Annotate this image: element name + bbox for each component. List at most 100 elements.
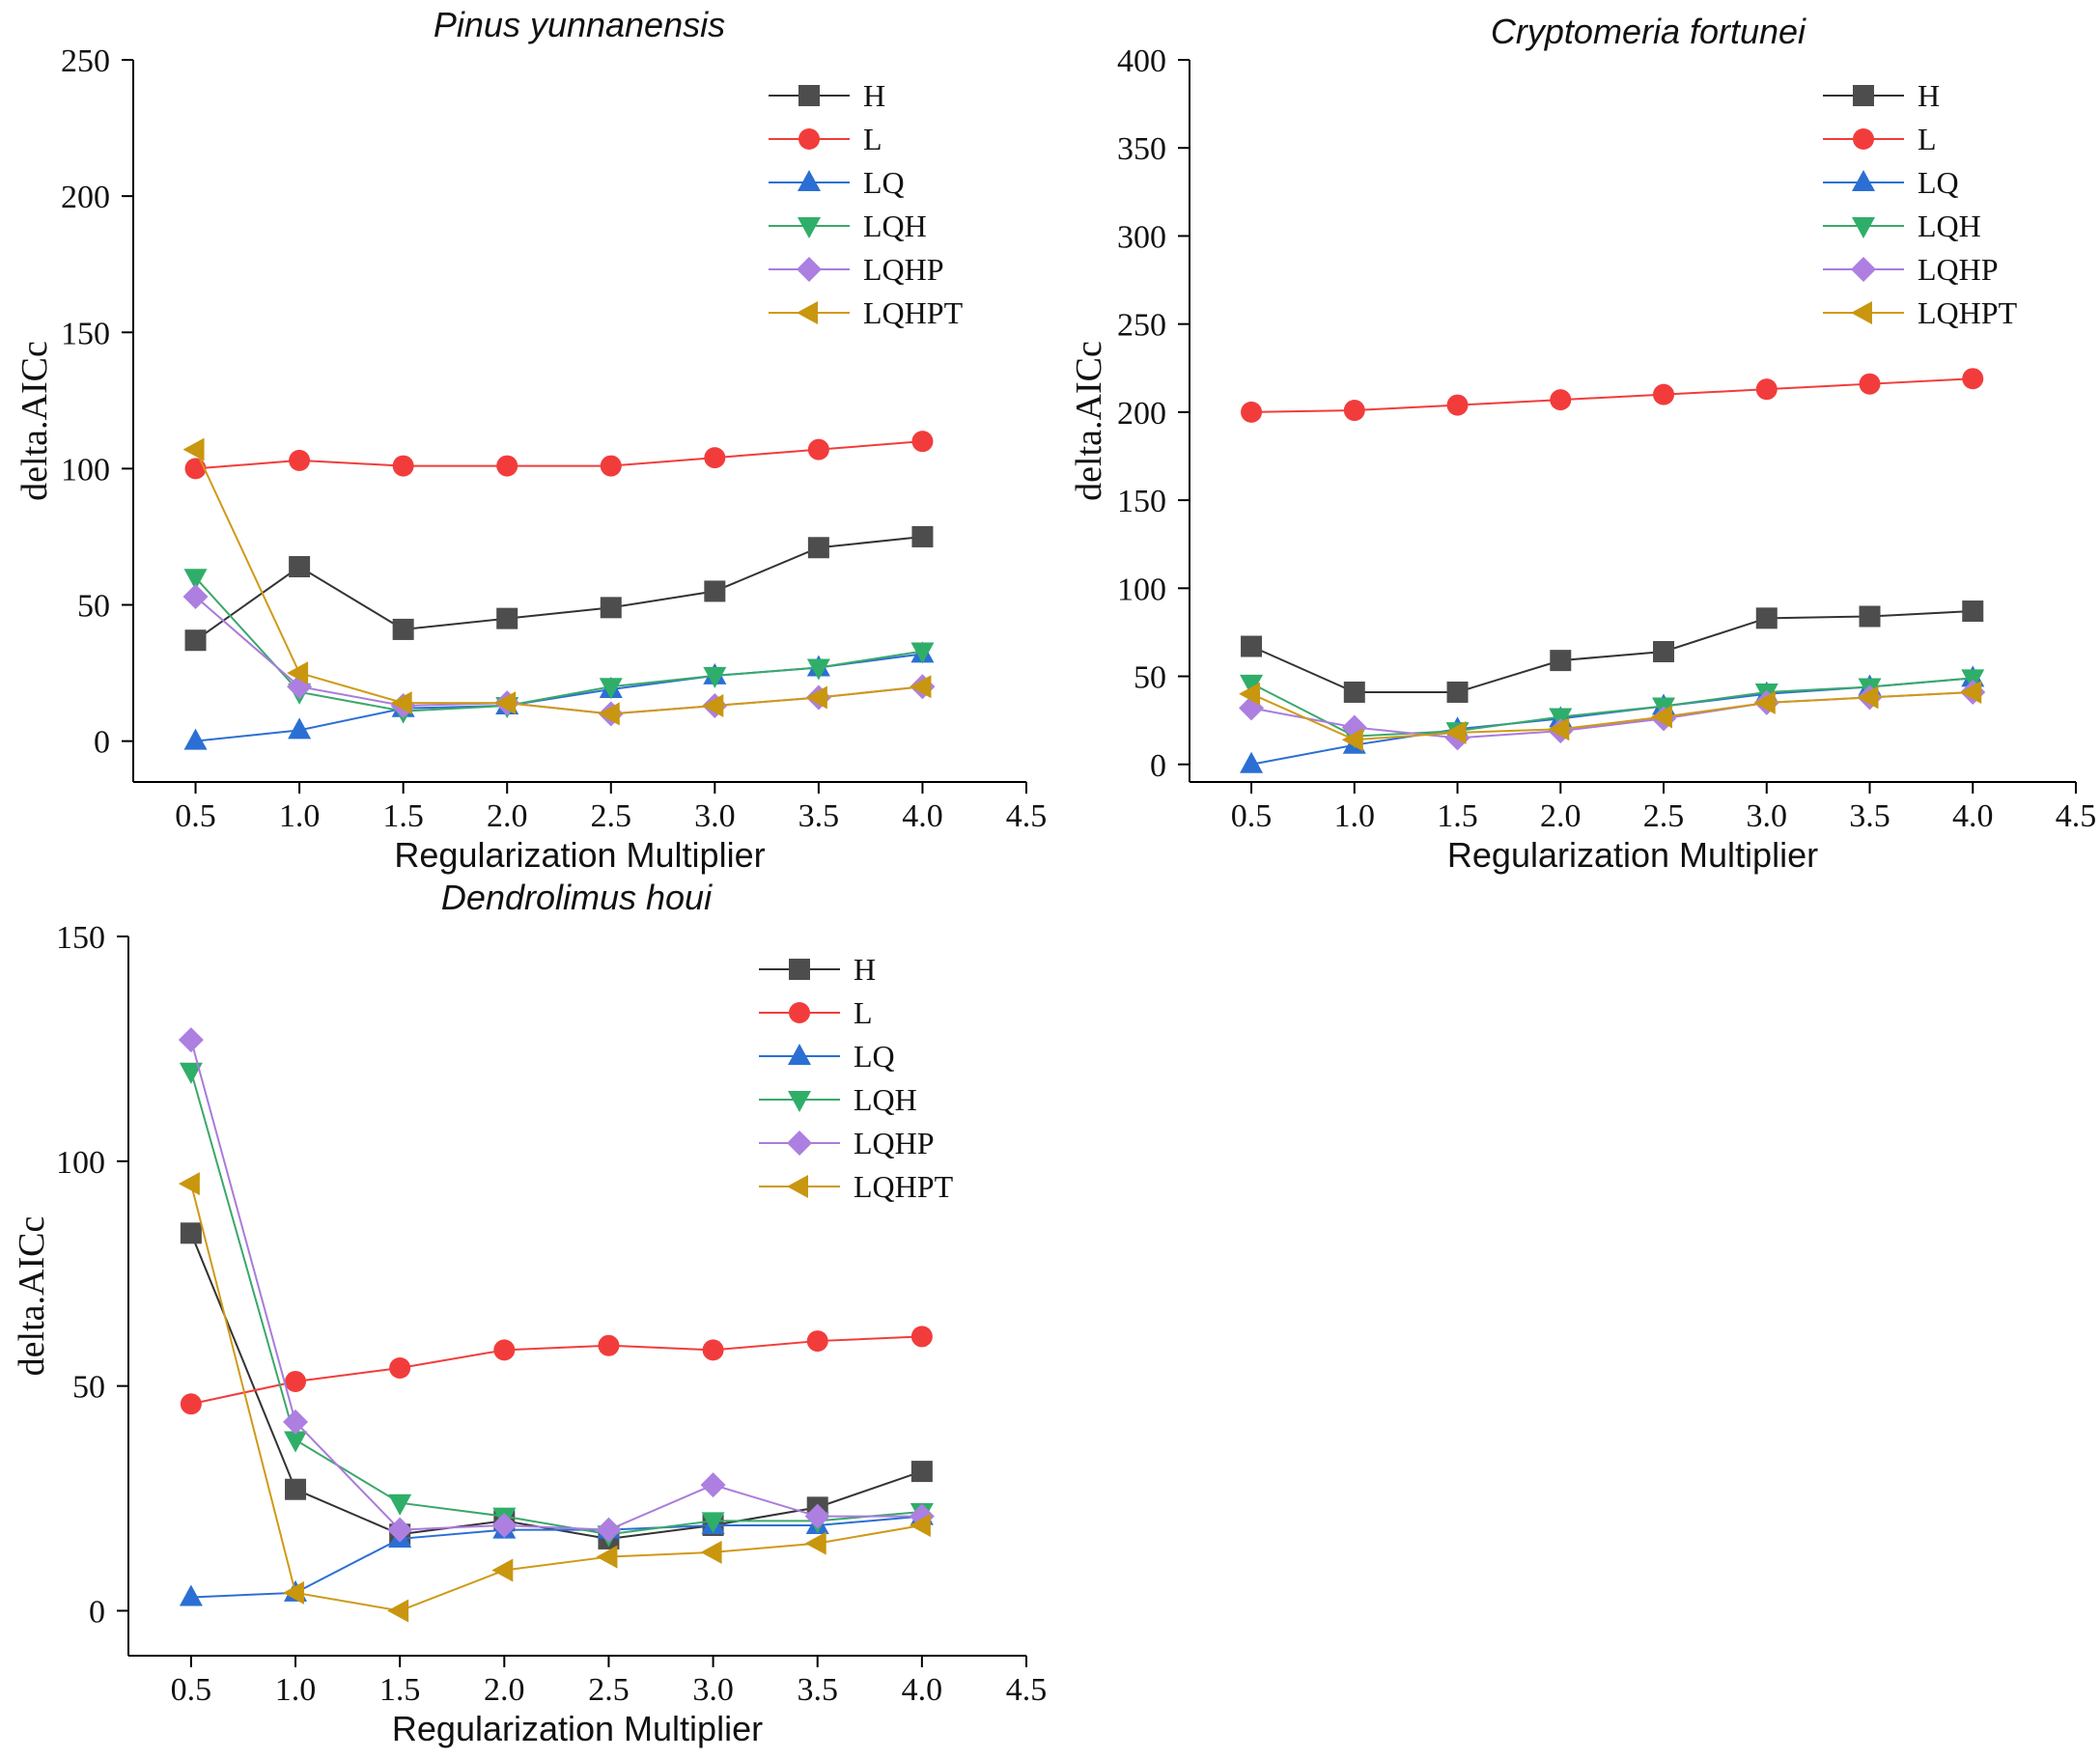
y-tick-label: 150 <box>56 920 105 956</box>
data-point-l <box>1550 389 1572 411</box>
data-point-lqhpt <box>1960 680 1982 704</box>
data-point-h <box>496 607 518 629</box>
series-l <box>1241 368 1984 423</box>
data-point-h <box>911 525 934 547</box>
data-point-l <box>1446 394 1469 416</box>
legend-label: LQHP <box>863 252 944 287</box>
data-point-l <box>702 1339 724 1361</box>
y-tick-label: 50 <box>1134 660 1166 696</box>
data-point-lqhpt <box>1341 728 1363 752</box>
data-point-lqh <box>179 1062 203 1084</box>
series-lqhpt <box>1239 680 1982 752</box>
data-point-l <box>598 1334 620 1356</box>
legend-marker <box>798 170 821 191</box>
legend-marker <box>787 1131 812 1156</box>
panel-pinus-yunnanensis: 0.5 1.0 1.5 2.0 2.5 3.0 3.5 4.0 4.5 0 50 100 150 200 2… <box>14 5 1047 875</box>
x-axis-label: Regularization Multiplier <box>1447 835 1818 875</box>
y-axis-label: delta.AICc <box>1069 341 1109 501</box>
data-point-lqhpt <box>494 691 517 715</box>
data-point-lqh <box>703 666 727 688</box>
y-tick-label: 400 <box>1117 43 1166 79</box>
x-tick-label: 2.5 <box>588 1672 630 1708</box>
x-axis-label: Regularization Multiplier <box>392 1709 763 1748</box>
data-point-h <box>184 629 207 652</box>
legend-item-h: H <box>769 78 885 113</box>
x-tick-label: 1.5 <box>379 1672 421 1708</box>
series-lqhpt <box>178 1172 931 1623</box>
data-point-l <box>807 438 829 461</box>
data-point-lqhp <box>182 584 209 610</box>
data-point-lqh <box>806 658 830 681</box>
y-tick-label: 300 <box>1117 219 1166 255</box>
series-l <box>180 1326 933 1415</box>
legend-item-lqhp: LQHP <box>769 252 944 287</box>
legend-item-lq: LQ <box>769 165 905 200</box>
data-point-lqhpt <box>287 661 309 685</box>
series-lqhp <box>178 1027 935 1543</box>
data-point-lqhp <box>283 1409 309 1435</box>
data-point-h <box>704 580 726 602</box>
legend: HL LQ LQH LQHP LQHPT <box>1823 78 2018 330</box>
legend-item-lq: LQ <box>759 1039 895 1074</box>
legend-label: LQ <box>863 165 905 200</box>
x-tick-label: 4.5 <box>2056 798 2097 834</box>
legend-label: H <box>863 78 885 113</box>
x-tick-label: 4.0 <box>1952 798 1994 834</box>
legend-marker <box>1851 257 1876 282</box>
data-point-lqhpt <box>1548 717 1570 741</box>
data-point-h <box>1755 607 1778 629</box>
data-point-h <box>910 1461 933 1483</box>
x-axis-label: Regularization Multiplier <box>394 835 765 875</box>
data-point-l <box>1343 400 1365 422</box>
legend-item-l: L <box>759 995 873 1030</box>
data-point-l <box>180 1393 202 1415</box>
x-tick-label: 3.0 <box>1747 798 1788 834</box>
y-tick-label: 100 <box>1117 572 1166 607</box>
legend-item-h: H <box>1823 78 1940 113</box>
legend-marker <box>787 1175 808 1198</box>
x-tick-label: 2.0 <box>487 798 528 834</box>
legend-marker <box>797 257 822 282</box>
data-point-l <box>1241 401 1263 423</box>
data-point-l <box>493 1339 516 1361</box>
data-point-lqhp <box>700 1472 726 1498</box>
data-point-lqhpt <box>1239 682 1261 706</box>
x-tick-label: 4.5 <box>1006 798 1048 834</box>
data-point-lqh <box>910 642 935 664</box>
y-axis-label: delta.AICc <box>12 1216 52 1377</box>
legend-marker <box>798 217 821 238</box>
series-line-l <box>1251 377 1974 413</box>
data-point-lqhp <box>178 1027 204 1053</box>
x-tick-label: 4.5 <box>1006 1672 1048 1708</box>
data-point-l <box>1962 368 1984 390</box>
data-point-lq <box>288 717 312 740</box>
data-point-lqhpt <box>1857 685 1879 710</box>
legend-marker <box>798 85 820 106</box>
data-point-lqh <box>1240 674 1264 696</box>
data-point-l <box>389 1357 411 1379</box>
y-tick-label: 0 <box>94 725 110 761</box>
legend-label: LQHPT <box>1918 295 2018 330</box>
series-lqhpt <box>182 437 932 726</box>
data-point-lqhpt <box>804 1531 826 1555</box>
legend-label: LQHPT <box>854 1169 954 1204</box>
legend-label: L <box>863 122 882 156</box>
series-line-lqhpt <box>189 1183 923 1612</box>
legend-marker <box>1851 301 1872 324</box>
data-point-lqhpt <box>182 437 205 461</box>
y-tick-label: 250 <box>61 43 110 79</box>
legend: HL LQ LQH LQHP LQHPT <box>769 78 964 330</box>
series-line-lqhpt <box>1250 690 1974 741</box>
legend-marker <box>789 1002 810 1023</box>
data-point-lq <box>179 1584 203 1606</box>
series-line-lqh <box>189 1071 922 1536</box>
legend-item-lqhp: LQHP <box>1823 252 1999 287</box>
series-line-lqh <box>194 576 923 712</box>
series-line-l <box>195 440 923 470</box>
y-tick-label: 200 <box>61 180 110 215</box>
x-tick-label: 1.0 <box>1334 798 1376 834</box>
legend-label: LQH <box>1918 209 1981 243</box>
data-point-l <box>704 447 726 469</box>
legend-marker <box>1853 128 1874 150</box>
